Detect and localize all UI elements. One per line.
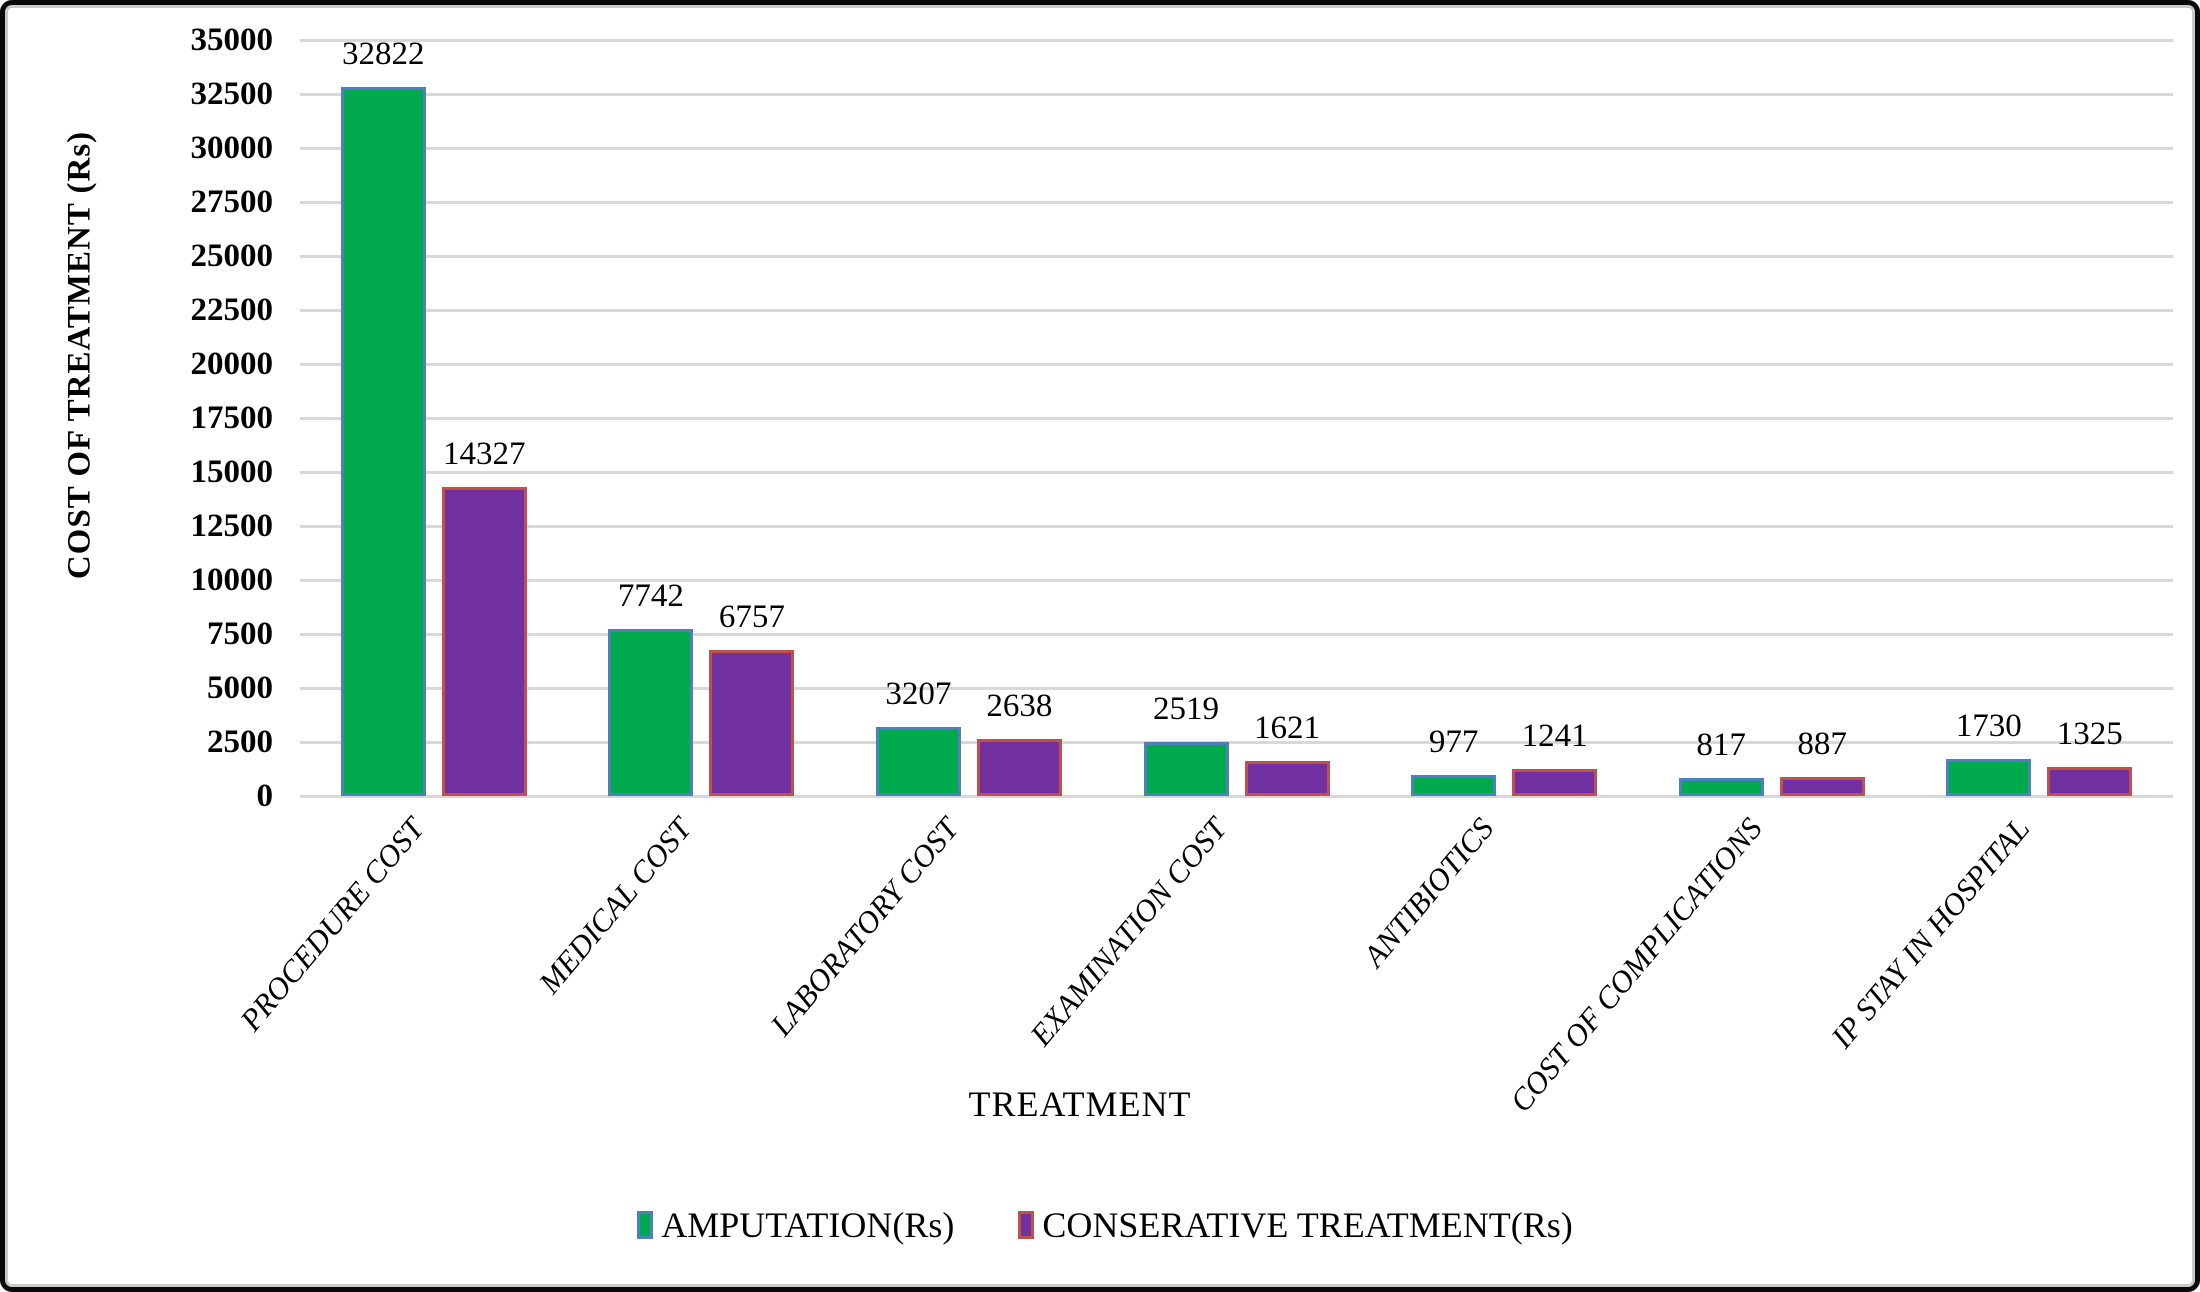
data-label-amputation-0: 32822 <box>342 36 425 73</box>
gridline <box>300 416 2173 420</box>
data-label-amputation-4: 977 <box>1428 723 1479 760</box>
data-label-conservative-4: 1241 <box>1521 718 1588 755</box>
y-axis-tick-label: 17500 <box>190 400 274 436</box>
gridline <box>300 92 2173 96</box>
legend: AMPUTATION(Rs) CONSERATIVE TREATMENT(Rs) <box>5 1203 2195 1247</box>
gridline <box>300 362 2173 366</box>
gridline <box>300 686 2173 690</box>
legend-item-conservative: CONSERATIVE TREATMENT(Rs) <box>1018 1203 1573 1247</box>
bar-conservative-6 <box>2047 767 2133 796</box>
category-label: PROCEDURE COST <box>232 811 431 1038</box>
legend-item-amputation: AMPUTATION(Rs) <box>637 1203 954 1247</box>
gridline <box>300 308 2173 312</box>
category-label: MEDICAL COST <box>531 811 699 1000</box>
category-label: EXAMINATION COST <box>1022 811 1234 1053</box>
legend-swatch-amputation-icon <box>637 1211 654 1239</box>
bar-conservative-3 <box>1244 761 1330 796</box>
y-axis-tick-label: 35000 <box>190 22 274 58</box>
bar-conservative-5 <box>1779 776 1865 796</box>
plot-area: 32822 7742 3207 2519 977 817 1730 14327 6757 2638… <box>300 37 2173 798</box>
y-axis-tick-label: 20000 <box>190 346 274 382</box>
legend-label-amputation: AMPUTATION(Rs) <box>661 1205 955 1245</box>
gridline <box>300 470 2173 474</box>
y-axis-tick-label: 22500 <box>190 292 274 328</box>
gridline <box>300 632 2173 636</box>
category-label: COST OF COMPLICATIONS <box>1502 811 1769 1119</box>
gridline <box>300 794 2173 798</box>
bar-amputation-2 <box>875 726 961 796</box>
bar-conservative-2 <box>976 739 1062 796</box>
bar-conservative-0 <box>441 486 527 796</box>
data-label-conservative-1: 6757 <box>718 599 785 636</box>
data-label-conservative-6: 1325 <box>2056 716 2123 753</box>
data-label-amputation-6: 1730 <box>1955 707 2022 744</box>
gridline <box>300 254 2173 258</box>
bar-amputation-4 <box>1411 774 1497 796</box>
data-label-amputation-1: 7742 <box>617 577 684 614</box>
data-label-conservative-3: 1621 <box>1254 710 1320 746</box>
category-label: ANTIBIOTICS <box>1356 811 1501 974</box>
data-label-conservative-0: 14327 <box>443 435 526 472</box>
y-axis-tick-label: 25000 <box>190 238 274 274</box>
bar-amputation-5 <box>1678 778 1764 796</box>
x-axis-title: TREATMENT <box>968 1084 1192 1124</box>
y-axis-tick-label: 30000 <box>190 130 274 166</box>
y-axis-tick-label: 5000 <box>207 670 273 706</box>
category-label: IP STAY IN HOSPITAL <box>1823 811 2037 1055</box>
data-label-amputation-2: 3207 <box>885 675 952 712</box>
legend-swatch-conservative-icon <box>1018 1211 1035 1239</box>
bar-conservative-4 <box>1512 769 1598 796</box>
gridline <box>300 578 2173 582</box>
data-label-amputation-3: 2519 <box>1153 690 1219 727</box>
bar-amputation-0 <box>340 87 426 796</box>
legend-label-conservative: CONSERATIVE TREATMENT(Rs) <box>1042 1205 1573 1245</box>
data-label-conservative-5: 887 <box>1797 725 1847 762</box>
y-axis-tick-label: 12500 <box>190 508 274 544</box>
y-axis-tick-label: 32500 <box>190 76 274 112</box>
bar-conservative-1 <box>709 650 795 796</box>
bar-amputation-6 <box>1946 758 2032 796</box>
y-axis-tick-label: 0 <box>256 778 274 814</box>
data-label-conservative-2: 2638 <box>986 688 1053 725</box>
y-axis-tick-label: 2500 <box>207 724 273 760</box>
y-axis-tick-label: 7500 <box>207 616 273 652</box>
bar-amputation-3 <box>1143 741 1229 796</box>
y-axis-tick-label: 27500 <box>190 184 274 220</box>
category-label: LABORATORY COST <box>763 811 966 1043</box>
gridline <box>300 200 2173 204</box>
data-label-amputation-5: 817 <box>1696 727 1746 764</box>
gridline <box>300 524 2173 528</box>
y-axis-tick-label: 15000 <box>190 454 274 490</box>
gridline <box>300 146 2173 150</box>
bar-amputation-1 <box>608 628 694 796</box>
y-axis-tick-label: 10000 <box>190 562 274 598</box>
gridline <box>300 38 2173 42</box>
gridline <box>300 740 2173 744</box>
